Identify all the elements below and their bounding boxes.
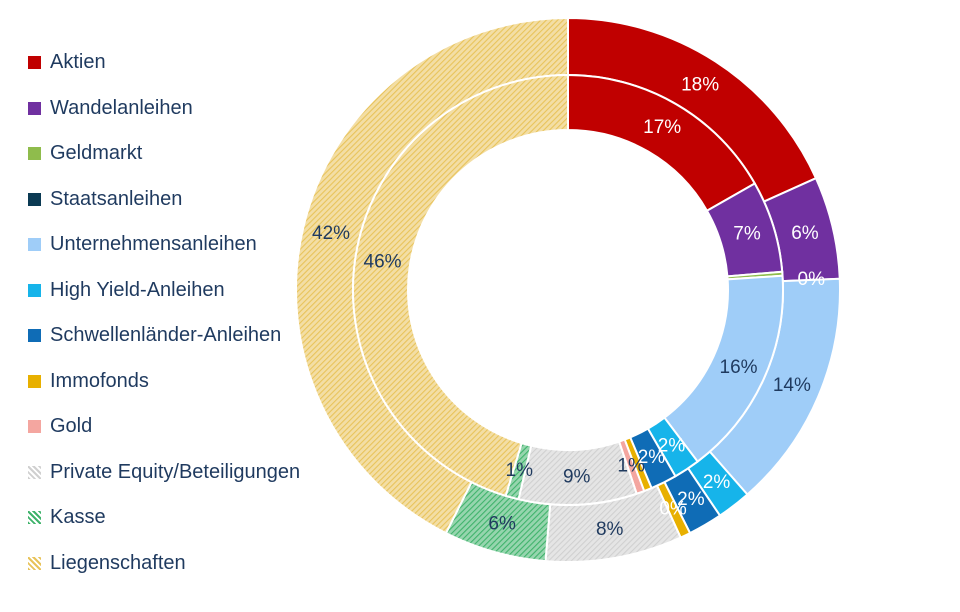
legend-swatch	[28, 329, 41, 343]
legend-item-immofonds: Immofonds	[28, 359, 300, 405]
inner-ring-slice-liegenschaften	[352, 73, 569, 498]
legend-swatch	[28, 238, 41, 252]
outer-ring-label-liegenschaften: 42%	[312, 223, 350, 244]
legend-swatch	[28, 420, 41, 434]
chart-legend: Aktien Wandelanleihen Geldmarkt Staatsanlei…	[28, 40, 300, 586]
outer-ring-label-aktien: 18%	[681, 74, 719, 95]
legend-swatch	[28, 556, 41, 570]
outer-ring-label-private-equity-beteiligungen: 8%	[596, 519, 624, 540]
legend-swatch	[28, 192, 41, 206]
outer-ring-label-wandelanleihen: 6%	[791, 223, 819, 244]
legend-swatch	[28, 283, 41, 297]
legend-item-private-equity-beteiligungen: Private Equity/Beteiligungen	[28, 450, 300, 496]
inner-ring-label-high-yield-anleihen: 2%	[658, 435, 686, 456]
legend-swatch	[28, 147, 41, 161]
legend-item-aktien: Aktien	[28, 40, 300, 86]
outer-ring-label-schwellenl-nder-anleihen: 2%	[677, 489, 705, 510]
inner-ring-label-schwellenl-nder-anleihen: 2%	[638, 447, 666, 468]
inner-ring-label-wandelanleihen: 7%	[733, 223, 761, 244]
legend-swatch	[28, 101, 41, 115]
inner-ring-label-aktien: 17%	[643, 117, 681, 138]
legend-label: Private Equity/Beteiligungen	[50, 460, 301, 483]
legend-swatch	[28, 511, 41, 525]
legend-swatch	[28, 56, 41, 70]
inner-ring-label-private-equity-beteiligungen: 9%	[563, 466, 591, 487]
inner-ring-label-kasse: 1%	[506, 460, 534, 481]
outer-ring-label-immofonds: 0%	[659, 499, 687, 520]
legend-item-liegenschaften: Liegenschaften	[28, 541, 300, 587]
legend-label: Geldmarkt	[50, 142, 143, 165]
legend-label: Kasse	[50, 506, 106, 529]
legend-swatch	[28, 465, 41, 479]
outer-ring-label-high-yield-anleihen: 2%	[703, 472, 731, 493]
legend-label: Liegenschaften	[50, 551, 186, 574]
legend-item-gold: Gold	[28, 404, 300, 450]
inner-ring-label-liegenschaften: 46%	[364, 252, 402, 273]
outer-ring-label-kasse: 6%	[488, 513, 516, 534]
legend-swatch	[28, 374, 41, 388]
legend-item-schwellenl-nder-anleihen: Schwellenländer-Anleihen	[28, 313, 300, 359]
legend-label: Gold	[50, 415, 93, 438]
legend-label: Schwellenländer-Anleihen	[50, 324, 282, 347]
legend-item-wandelanleihen: Wandelanleihen	[28, 86, 300, 132]
outer-ring-label-unternehmensanleihen: 14%	[773, 375, 811, 396]
legend-label: Wandelanleihen	[50, 96, 193, 119]
outer-ring-label-staatsanleihen: 0%	[798, 269, 826, 290]
inner-ring-label-unternehmensanleihen: 16%	[720, 357, 758, 378]
legend-label: Immofonds	[50, 369, 149, 392]
legend-label: Unternehmensanleihen	[50, 233, 257, 256]
inner-ring-label-gold: 1%	[617, 456, 645, 477]
legend-item-high-yield-anleihen: High Yield-Anleihen	[28, 268, 300, 314]
legend-item-unternehmensanleihen: Unternehmensanleihen	[28, 222, 300, 268]
legend-item-geldmarkt: Geldmarkt	[28, 131, 300, 177]
legend-label: Aktien	[50, 51, 106, 74]
legend-item-staatsanleihen: Staatsanleihen	[28, 177, 300, 223]
legend-label: Staatsanleihen	[50, 187, 183, 210]
legend-item-kasse: Kasse	[28, 495, 300, 541]
legend-label: High Yield-Anleihen	[50, 278, 225, 301]
